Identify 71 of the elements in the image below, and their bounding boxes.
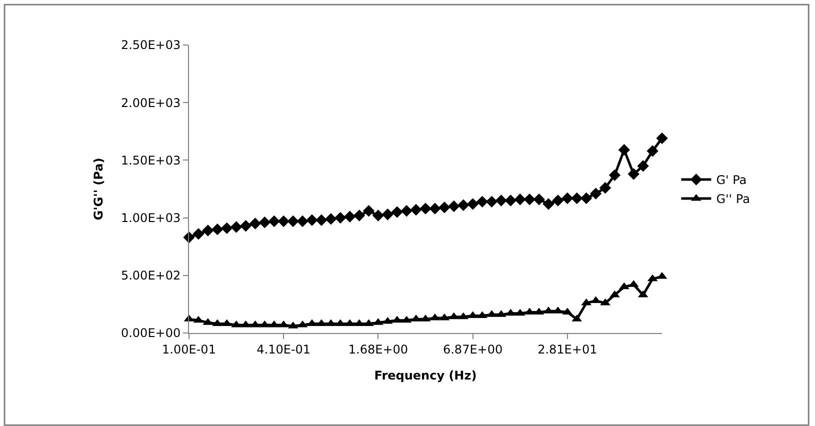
y-tick-label: 5.00E+02: [120, 268, 181, 283]
point: [316, 214, 328, 226]
point: [334, 212, 346, 224]
x-tick-label: 2.81E+01: [538, 342, 598, 356]
point: [306, 214, 318, 226]
x-axis-title: Frequency (Hz): [374, 368, 477, 382]
point: [287, 215, 299, 228]
point: [486, 196, 498, 208]
point: [571, 192, 583, 204]
point: [542, 198, 554, 210]
x-tick-label: 4.10E-01: [256, 342, 311, 356]
y-tick-label: 1.00E+03: [120, 211, 181, 225]
legend-label: G'' Pa: [716, 192, 750, 206]
point: [637, 160, 649, 172]
point: [249, 218, 262, 230]
point: [192, 228, 204, 240]
point: [628, 168, 640, 180]
point: [448, 200, 460, 212]
point: [438, 202, 450, 214]
point: [608, 169, 621, 182]
y-axis-title: G'G'' (Pa): [91, 158, 106, 220]
point: [590, 188, 602, 200]
point: [562, 192, 574, 204]
point: [646, 145, 658, 157]
point: [230, 221, 242, 233]
point: [504, 194, 516, 206]
point: [202, 224, 214, 236]
point: [400, 205, 412, 217]
point: [362, 205, 375, 217]
point: [278, 215, 290, 228]
y-tick-label: 0.00E+00: [120, 326, 181, 340]
x-tick-label: 6.87E+00: [442, 342, 503, 356]
point: [231, 320, 242, 328]
point: [220, 222, 233, 234]
point: [580, 192, 592, 204]
point: [610, 290, 620, 298]
point: [495, 194, 508, 206]
point: [212, 223, 224, 236]
point: [457, 199, 470, 211]
point: [325, 213, 337, 225]
x-tick-label: 1.00E-01: [162, 342, 216, 356]
point: [552, 194, 564, 206]
point: [372, 210, 384, 222]
point: [258, 216, 271, 228]
y-tick-label: 1.50E+03: [120, 153, 181, 168]
point: [466, 198, 479, 210]
point: [240, 220, 252, 232]
legend-label: G' Pa: [716, 173, 747, 188]
point: [344, 210, 356, 222]
point: [391, 206, 403, 218]
point: [268, 215, 280, 228]
point: [656, 132, 668, 144]
point: [410, 204, 422, 216]
point: [354, 319, 364, 326]
point: [296, 215, 308, 228]
point: [250, 320, 260, 328]
point: [420, 202, 432, 214]
x-tick-label: 1.68E+00: [348, 342, 408, 356]
point: [476, 196, 488, 208]
point: [353, 210, 366, 222]
point: [382, 208, 394, 220]
point: [618, 144, 630, 156]
point: [429, 202, 441, 214]
point: [533, 194, 545, 206]
point: [524, 194, 536, 206]
point: [240, 320, 251, 328]
y-tick-label: 2.50E+03: [120, 38, 181, 52]
point: [514, 194, 526, 206]
point: [599, 182, 612, 194]
point: [364, 319, 374, 326]
y-tick-label: 2.00E+03: [120, 96, 181, 110]
